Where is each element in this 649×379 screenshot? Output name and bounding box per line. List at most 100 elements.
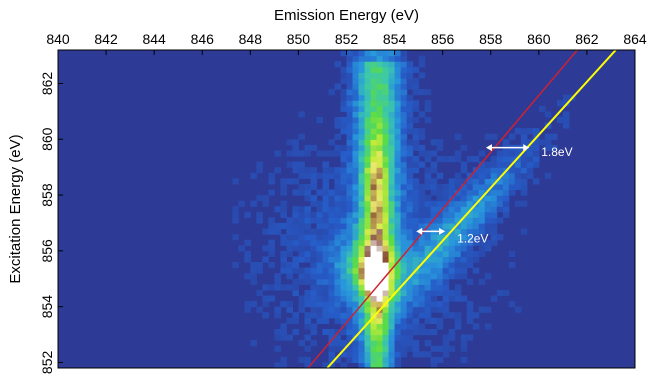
heatmap-cell — [394, 66, 402, 73]
heatmap-cell — [268, 245, 275, 252]
heatmap-cell — [304, 234, 312, 241]
heatmap-cell — [382, 351, 390, 358]
heatmap-cell — [322, 195, 330, 202]
heatmap-cell — [418, 128, 426, 135]
heatmap-cell — [424, 167, 432, 174]
heatmap-cell — [388, 206, 396, 213]
heatmap-cell — [352, 144, 360, 152]
heatmap-cell — [346, 111, 354, 118]
heatmap-cell — [484, 228, 492, 235]
heatmap-cell — [430, 289, 438, 297]
heatmap-cell — [304, 172, 312, 179]
heatmap-cell — [370, 133, 378, 140]
heatmap-cell — [286, 262, 294, 269]
heatmap-cell — [382, 206, 390, 213]
heatmap-cell — [232, 206, 239, 213]
x-tick-label: 840 — [46, 31, 70, 47]
heatmap-cell — [340, 156, 348, 163]
heatmap-cell — [370, 256, 378, 263]
heatmap-cell — [376, 289, 384, 297]
heatmap-cell — [304, 150, 312, 157]
heatmap-cell — [316, 250, 324, 258]
heatmap-cell — [388, 116, 396, 124]
heatmap-cell — [394, 200, 402, 207]
heatmap-cell — [418, 306, 426, 313]
heatmap-cell — [454, 289, 462, 297]
heatmap-cell — [436, 278, 444, 285]
heatmap-cell — [346, 100, 354, 107]
heatmap-cell — [454, 133, 462, 140]
heatmap-cell — [262, 284, 269, 291]
heatmap-cell — [358, 228, 366, 235]
heatmap-cell — [394, 89, 402, 96]
heatmap-cell — [304, 195, 312, 202]
heatmap-cell — [334, 195, 342, 202]
heatmap-cell — [340, 200, 348, 207]
heatmap-cell — [454, 156, 462, 163]
heatmap-cell — [346, 222, 354, 230]
heatmap-cell — [412, 289, 420, 297]
heatmap-cell — [478, 278, 486, 285]
heatmap-cell — [286, 250, 294, 258]
heatmap-cell — [358, 262, 366, 269]
heatmap-cell — [478, 245, 486, 252]
heatmap-cell — [406, 267, 414, 274]
heatmap-cell — [304, 256, 312, 263]
heatmap-cell — [328, 167, 336, 174]
heatmap-cell — [310, 328, 318, 336]
heatmap-cell — [346, 345, 354, 352]
heatmap-cell — [430, 200, 438, 207]
heatmap-cell — [334, 340, 342, 347]
heatmap-cell — [358, 295, 366, 302]
heatmap-cell — [364, 77, 372, 85]
heatmap-cell — [478, 234, 486, 241]
heatmap-cell — [460, 234, 468, 241]
heatmap-cell — [394, 262, 402, 269]
heatmap-cell — [454, 239, 462, 246]
heatmap-cell — [370, 139, 378, 146]
heatmap-cell — [394, 250, 402, 258]
arrow-head — [485, 144, 492, 152]
heatmap-cell — [358, 66, 366, 73]
heatmap-cell — [400, 167, 408, 174]
heatmap-cell — [358, 356, 366, 364]
heatmap-cell — [250, 172, 257, 179]
heatmap-cell — [388, 334, 396, 341]
heatmap-cell — [340, 217, 348, 224]
heatmap-cell — [292, 161, 300, 168]
heatmap-cell — [382, 161, 390, 168]
heatmap-cell — [334, 172, 342, 179]
heatmap-cell — [346, 206, 354, 213]
heatmap-cell — [394, 195, 402, 202]
heatmap-cell — [316, 228, 324, 235]
heatmap-cell — [418, 111, 426, 118]
heatmap-cell — [334, 345, 342, 352]
heatmap-cell — [472, 239, 480, 246]
heatmap-cell — [328, 328, 336, 336]
heatmap-cell — [328, 334, 336, 341]
heatmap-cell — [460, 356, 468, 364]
heatmap-cell — [376, 55, 384, 62]
heatmap-cell — [298, 301, 306, 308]
heatmap-cell — [490, 133, 498, 140]
y-axis-title: Excitation Energy (eV) — [7, 134, 24, 283]
heatmap-cell — [352, 295, 360, 302]
heatmap-cell — [394, 77, 402, 85]
heatmap-cell — [400, 239, 408, 246]
heatmap-cell — [538, 105, 546, 112]
heatmap-cell — [322, 289, 330, 297]
heatmap-cell — [520, 189, 528, 196]
heatmap-cell — [376, 222, 384, 230]
heatmap-cell — [448, 217, 456, 224]
x-axis-ticks: 840 842 844 846 848 850 852 854 856 858 860 862 864 — [46, 31, 647, 55]
heatmap-cell — [406, 306, 414, 313]
heatmap-cell — [388, 211, 396, 218]
heatmap-cell — [448, 328, 456, 336]
heatmap-cell — [352, 61, 360, 68]
heatmap-cell — [340, 351, 348, 358]
heatmap-cell — [460, 189, 468, 196]
heatmap-cell — [316, 116, 324, 124]
heatmap-cell — [436, 139, 444, 146]
heatmap-cell — [358, 256, 366, 263]
heatmap-cell — [346, 94, 354, 101]
